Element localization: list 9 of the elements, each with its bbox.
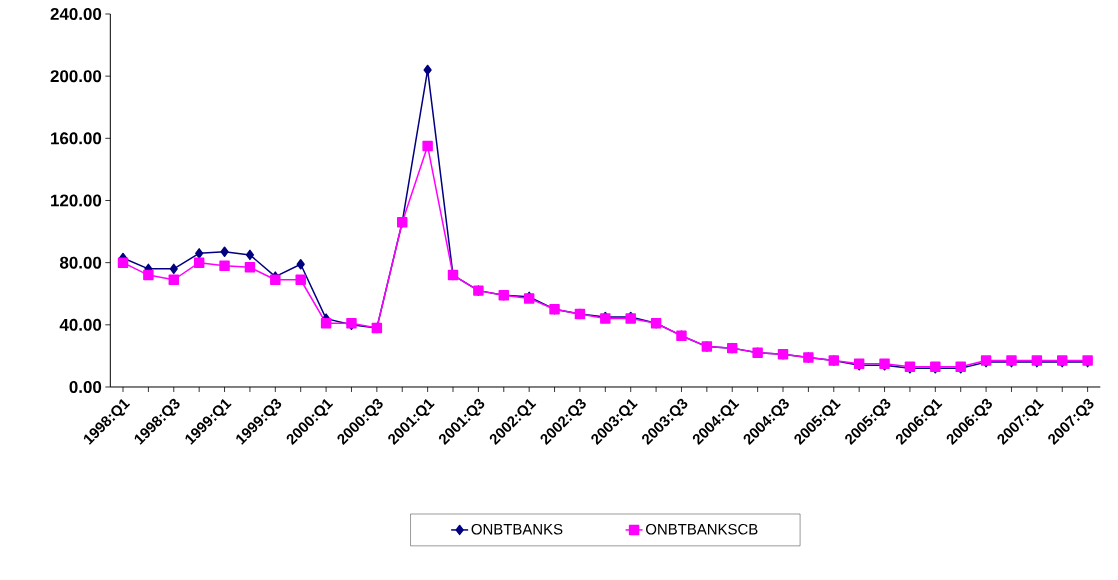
y-tick-label: 40.00 <box>59 318 102 331</box>
y-tick-label: 80.00 <box>59 256 102 269</box>
legend-label: ONBTBANKS <box>471 523 563 535</box>
y-tick-label: 240.00 <box>50 7 102 20</box>
y-tick-label: 200.00 <box>50 70 102 83</box>
y-tick-label: 160.00 <box>51 132 102 145</box>
y-tick-label: 0.00 <box>69 380 102 393</box>
y-tick-label: 120.00 <box>51 194 102 207</box>
legend-label: ONBTBANKSCB <box>646 523 758 535</box>
